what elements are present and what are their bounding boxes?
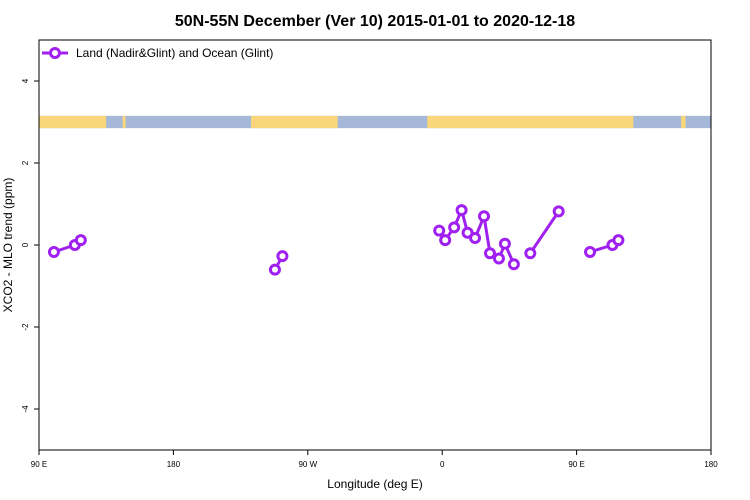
- map-land: [122, 115, 126, 129]
- y-tick-label: -4: [21, 405, 30, 413]
- x-tick-label: 0: [440, 460, 445, 469]
- data-point: [552, 205, 565, 218]
- data-point: [469, 232, 482, 245]
- map-land: [39, 115, 107, 129]
- data-point: [455, 204, 468, 217]
- series-layer: [47, 204, 625, 276]
- series-line: [529, 210, 560, 255]
- chart-title: 50N-55N December (Ver 10) 2015-01-01 to …: [175, 13, 575, 30]
- x-tick-label: 90 E: [31, 460, 47, 469]
- x-axis: 90 E 180 90 W 0 90 E 180: [31, 450, 718, 469]
- y-axis: -4 -2 0 2 4: [21, 78, 39, 413]
- data-point: [74, 234, 87, 247]
- data-point: [478, 210, 491, 223]
- y-tick-label: 2: [21, 160, 30, 165]
- data-point: [268, 263, 281, 276]
- legend-marker: [49, 47, 61, 59]
- map-land: [427, 115, 634, 129]
- x-tick-label: 180: [167, 460, 181, 469]
- x-tick-label: 90 E: [568, 460, 584, 469]
- data-point: [492, 252, 505, 265]
- x-axis-label: Longitude (deg E): [327, 477, 422, 491]
- data-point: [461, 226, 474, 239]
- legend-label: Land (Nadir&Glint) and Ocean (Glint): [76, 46, 273, 60]
- legend: Land (Nadir&Glint) and Ocean (Glint): [42, 46, 273, 60]
- y-tick-label: 4: [21, 78, 30, 83]
- data-point: [483, 247, 496, 260]
- data-point: [498, 237, 511, 250]
- x-tick-label: 90 W: [298, 460, 317, 469]
- map-land: [681, 115, 686, 129]
- data-point: [612, 234, 625, 247]
- data-point: [448, 221, 461, 234]
- world-map-strip: [39, 115, 711, 129]
- x-tick-label: 180: [704, 460, 718, 469]
- map-land: [251, 115, 338, 129]
- y-axis-label: XCO2 - MLO trend (ppm): [1, 178, 15, 313]
- data-point: [507, 258, 520, 271]
- data-point: [47, 245, 60, 258]
- data-point: [439, 234, 452, 247]
- y-tick-label: -2: [21, 323, 30, 331]
- data-point: [433, 224, 446, 237]
- data-point: [584, 245, 597, 258]
- data-point: [276, 250, 289, 263]
- data-point: [524, 247, 537, 260]
- y-tick-label: 0: [21, 242, 30, 247]
